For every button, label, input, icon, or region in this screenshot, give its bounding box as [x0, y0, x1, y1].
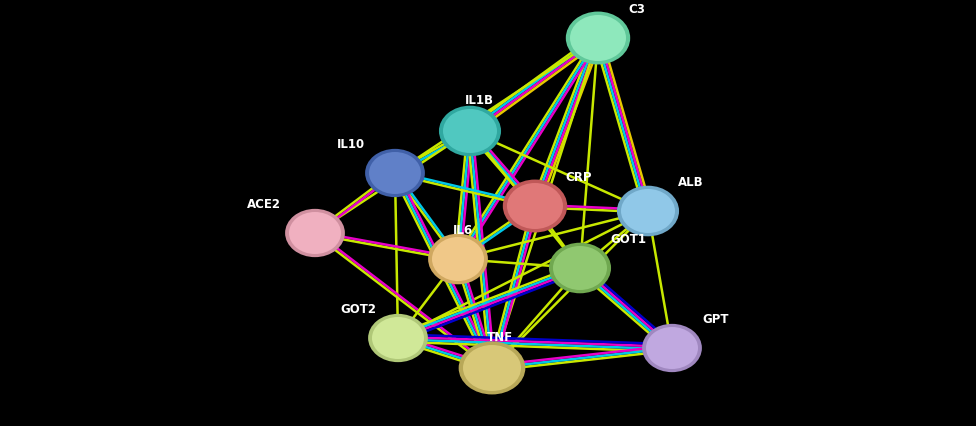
Ellipse shape	[432, 237, 484, 281]
Text: GPT: GPT	[702, 313, 728, 326]
Ellipse shape	[439, 106, 501, 156]
Text: IL6: IL6	[453, 224, 473, 237]
Text: ACE2: ACE2	[247, 198, 281, 211]
Ellipse shape	[566, 12, 630, 64]
Ellipse shape	[372, 317, 424, 359]
Ellipse shape	[369, 152, 421, 194]
Ellipse shape	[621, 189, 675, 233]
Ellipse shape	[507, 183, 563, 229]
Ellipse shape	[289, 212, 341, 254]
Text: C3: C3	[628, 3, 645, 16]
Ellipse shape	[428, 234, 488, 284]
Ellipse shape	[646, 327, 698, 369]
Text: CRP: CRP	[565, 171, 591, 184]
Text: GOT2: GOT2	[340, 303, 376, 316]
Text: GOT1: GOT1	[610, 233, 646, 246]
Ellipse shape	[642, 324, 702, 372]
Ellipse shape	[368, 314, 427, 362]
Ellipse shape	[549, 243, 611, 293]
Ellipse shape	[553, 246, 607, 290]
Text: IL10: IL10	[337, 138, 365, 151]
Ellipse shape	[617, 186, 679, 236]
Ellipse shape	[365, 149, 425, 197]
Text: TNF: TNF	[487, 331, 513, 344]
Ellipse shape	[459, 342, 525, 394]
Text: ALB: ALB	[678, 176, 704, 189]
Ellipse shape	[443, 109, 497, 153]
Ellipse shape	[463, 345, 521, 391]
Ellipse shape	[285, 209, 345, 257]
Ellipse shape	[570, 15, 626, 61]
Ellipse shape	[503, 179, 567, 233]
Text: IL1B: IL1B	[465, 94, 494, 107]
